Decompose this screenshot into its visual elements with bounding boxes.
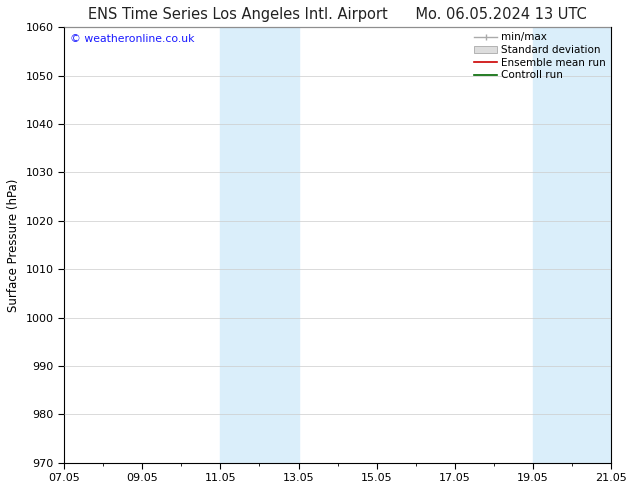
Bar [533,27,572,463]
Bar [572,27,611,463]
Text: © weatheronline.co.uk: © weatheronline.co.uk [70,34,194,44]
Bar [259,27,299,463]
Y-axis label: Surface Pressure (hPa): Surface Pressure (hPa) [7,178,20,312]
Legend: min/max, Standard deviation, Ensemble mean run, Controll run: min/max, Standard deviation, Ensemble me… [472,30,608,82]
Bar [221,27,259,463]
Title: ENS Time Series Los Angeles Intl. Airport      Mo. 06.05.2024 13 UTC: ENS Time Series Los Angeles Intl. Airpor… [88,7,587,22]
